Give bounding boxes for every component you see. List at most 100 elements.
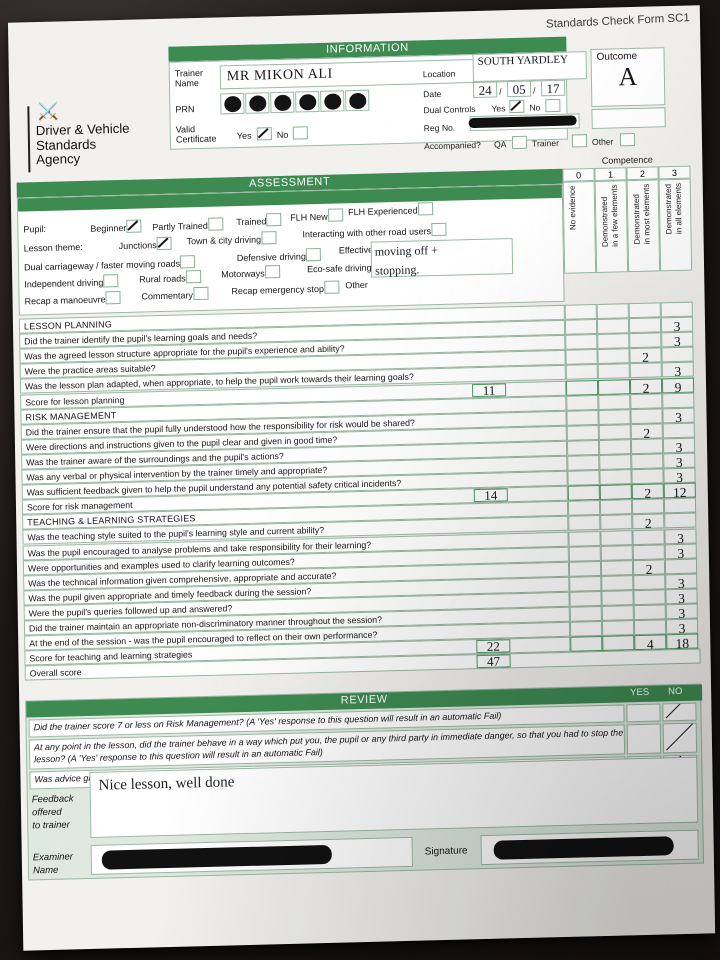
competence-cell-0[interactable] [564,303,597,320]
competence-cell-2[interactable] [629,362,662,379]
competence-cell-2[interactable] [631,498,665,515]
pupil-flh-new[interactable]: FLH New [290,208,343,223]
competence-cell-1[interactable] [601,605,634,622]
competence-cell-1[interactable] [601,620,635,637]
competence-cell-1[interactable] [599,499,633,516]
competence-cell-0[interactable] [569,575,602,592]
location-input[interactable]: SOUTH YARDLEY [472,51,587,83]
prn-digit-box[interactable] [245,92,270,114]
competence-cell-2[interactable]: 2 [632,559,666,577]
competence-cell-3[interactable] [664,512,697,529]
valid-certificate-yes-checkbox[interactable] [256,127,272,141]
date-month-input[interactable]: 05 [506,80,532,98]
competence-cell-3[interactable] [663,497,697,514]
assessment-other-input[interactable]: moving off + stopping. [370,238,514,278]
section-score-cell-1[interactable] [599,484,632,501]
theme-motorways[interactable]: Motorways [221,264,280,279]
theme-defensive-checkbox[interactable] [305,247,321,262]
section-score-cell-3[interactable]: 9 [661,377,695,395]
competence-cell-1[interactable] [601,590,634,606]
competence-cell-0[interactable] [568,545,601,562]
competence-cell-3[interactable]: 3 [663,467,696,485]
competence-cell-2[interactable] [628,302,661,319]
competence-cell-1[interactable] [601,574,634,591]
date-day-input[interactable]: 24 [472,81,498,99]
pupil-flh-experienced-checkbox[interactable] [417,202,433,216]
theme-independent-checkbox[interactable] [103,274,119,288]
competence-cell-3[interactable]: 3 [665,573,698,591]
competence-cell-3[interactable]: 3 [664,543,697,561]
competence-cell-0[interactable] [565,364,598,381]
review-q2-yes-box[interactable] [626,723,662,755]
competence-cell-2[interactable] [631,468,664,485]
theme-independent[interactable]: Independent driving [24,274,119,289]
competence-cell-0[interactable] [567,500,601,517]
theme-recap-emergency-stop-checkbox[interactable] [323,280,340,294]
competence-cell-3[interactable]: 3 [665,618,699,636]
competence-cell-0[interactable] [568,515,601,532]
section-score-cell-1[interactable] [597,378,631,395]
competence-cell-2[interactable] [633,574,666,591]
signature-input[interactable] [480,829,699,866]
competence-cell-2[interactable]: 2 [629,347,662,365]
competence-cell-2[interactable] [632,543,665,560]
competence-cell-0[interactable] [566,409,599,426]
section-score-cell-1[interactable] [602,635,635,652]
accompanied-other-checkbox[interactable] [619,132,636,147]
prn-digit-box[interactable] [345,89,370,112]
competence-cell-1[interactable] [600,529,633,546]
theme-dual-carriageway-checkbox[interactable] [179,255,196,269]
theme-recap-manoeuvre[interactable]: Recap a manoeuvre [24,291,121,306]
section-score-cell-2[interactable]: 2 [629,377,663,395]
valid-certificate-no-checkbox[interactable] [292,126,308,140]
pupil-trained[interactable]: Trained [236,212,282,227]
competence-cell-2[interactable]: 2 [630,423,663,441]
review-q1-no-box[interactable] [662,702,697,722]
competence-cell-3[interactable]: 3 [661,331,694,349]
competence-cell-3[interactable]: 3 [662,407,695,425]
competence-cell-2[interactable] [630,438,664,455]
competence-cell-3[interactable]: 3 [665,588,698,606]
pupil-trained-checkbox[interactable] [266,212,282,227]
competence-cell-3[interactable] [661,346,694,363]
competence-cell-0[interactable] [569,590,602,607]
competence-cell-0[interactable] [569,605,602,622]
pupil-flh-experienced[interactable]: FLH Experienced [348,202,433,217]
theme-recap-emergency-stop[interactable]: Recap emergency stop [231,280,340,296]
theme-junctions[interactable]: Junctions [119,236,172,251]
competence-cell-1[interactable] [597,333,630,350]
competence-cell-1[interactable] [597,363,630,380]
accompanied-qa-checkbox[interactable] [511,135,528,150]
competence-cell-0[interactable] [568,560,602,577]
competence-cell-0[interactable] [566,439,600,456]
theme-commentary[interactable]: Commentary [141,286,209,301]
prn-digit-box[interactable] [270,91,295,114]
section-score-written[interactable]: 14 [473,488,508,503]
competence-cell-1[interactable] [600,514,633,531]
overall-score-value[interactable]: 47 [476,654,511,669]
competence-cell-3[interactable]: 3 [665,603,698,621]
competence-cell-2[interactable] [633,589,666,606]
competence-cell-1[interactable] [596,303,629,320]
competence-cell-2[interactable] [630,392,663,409]
prn-digit-box[interactable] [220,92,245,115]
prn-boxes[interactable] [220,89,370,115]
dual-controls-yes-checkbox[interactable] [509,99,525,114]
competence-cell-2[interactable] [629,332,662,349]
date-year-input[interactable]: 17 [540,79,566,97]
examiner-name-input[interactable] [90,836,413,875]
competence-cell-1[interactable] [598,439,632,455]
theme-town-city[interactable]: Town & city driving [186,231,277,246]
competence-cell-1[interactable] [598,393,631,410]
section-score-cell-0[interactable] [570,636,603,653]
theme-interacting[interactable]: Interacting with other road users [302,222,447,239]
accompanied-trainer-checkbox[interactable] [571,134,588,148]
competence-cell-1[interactable] [598,423,631,440]
competence-cell-3[interactable] [662,422,695,439]
section-score-cell-3[interactable]: 18 [666,633,699,651]
theme-rural[interactable]: Rural roads [139,269,201,285]
competence-cell-0[interactable] [565,349,598,366]
theme-town-city-checkbox[interactable] [260,231,277,245]
theme-motorways-checkbox[interactable] [264,264,280,279]
section-score-written[interactable]: 22 [476,639,511,654]
